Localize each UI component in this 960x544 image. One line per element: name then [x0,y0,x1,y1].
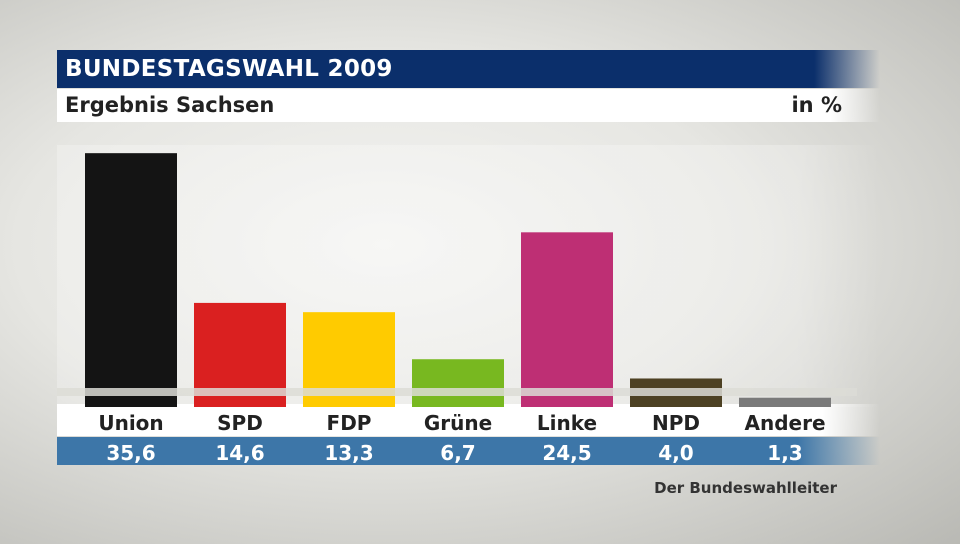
value-label: 24,5 [542,441,591,465]
value-label: 35,6 [106,441,155,465]
value-labels-group: 35,6 14,6 13,3 6,7 24,5 4,0 1,3 [106,441,802,465]
category-label: Grüne [424,411,492,435]
baseline-shadow [57,388,857,396]
category-label-band [57,404,880,436]
value-label: 6,7 [440,441,475,465]
category-label: Andere [744,411,825,435]
value-label: 4,0 [658,441,693,465]
bars-group [85,153,831,407]
bar-0 [85,153,177,407]
category-label: FDP [327,411,372,435]
value-label: 14,6 [215,441,264,465]
bar-6 [739,397,831,407]
title-bar [57,50,880,88]
bar-4 [521,232,613,407]
category-labels-group: Union SPD FDP Grüne Linke NPD Andere [98,411,825,435]
unit-label: in % [791,93,842,117]
category-label: Union [98,411,163,435]
value-label-band [57,437,880,465]
subtitle-bar [57,89,880,122]
category-label: NPD [652,411,700,435]
bar-3 [412,359,504,407]
chart-subtitle: Ergebnis Sachsen [65,93,275,117]
source-label: Der Bundeswahlleiter [654,479,837,497]
chart-title: BUNDESTAGSWAHL 2009 [65,56,393,82]
category-label: Linke [537,411,597,435]
category-label: SPD [217,411,263,435]
value-label: 1,3 [767,441,802,465]
value-label: 13,3 [324,441,373,465]
